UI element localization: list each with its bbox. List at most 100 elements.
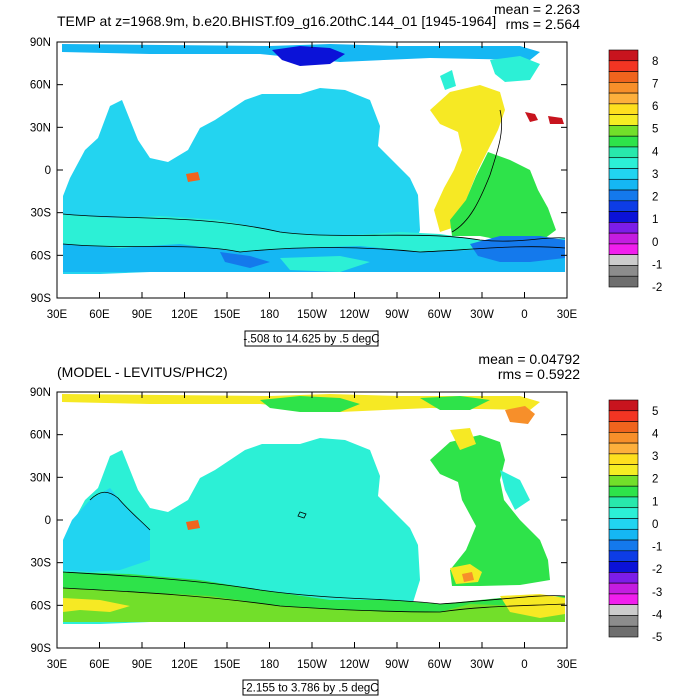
x-tick-label: 90W (385, 309, 409, 321)
colorbar-swatch (608, 550, 639, 562)
arctic-deep (272, 46, 345, 66)
panel-temp: TEMP at z=1968.9m, b.e20.BHIST.f09_g16.2… (30, 1, 662, 347)
y-tick-label: 90N (30, 37, 51, 49)
colorbar-swatch (608, 114, 639, 126)
colorbar-swatch (608, 507, 639, 519)
weddell-blue (470, 236, 565, 262)
x-tick-label: 60W (428, 659, 452, 671)
contour-line (62, 587, 566, 613)
x-tick-label: 150E (214, 309, 241, 321)
x-tick-label: 30E (557, 309, 578, 321)
x-tick-label: 90E (132, 309, 153, 321)
mean-stat: mean = 0.04792 (478, 351, 580, 367)
rms-stat: rms = 0.5922 (498, 366, 580, 382)
colorbar-swatch (608, 561, 639, 573)
colorbar-swatch (608, 265, 639, 277)
colorbar-label: -2 (652, 282, 662, 294)
x-tick-label: 30E (47, 309, 68, 321)
colorbar-swatch (608, 189, 639, 202)
colorbar-label: 1 (652, 496, 658, 508)
x-tick-label: 90W (385, 659, 409, 671)
x-tick-label: 0 (521, 659, 527, 671)
southern-light (280, 256, 370, 272)
labrador-yellow (450, 428, 476, 450)
colorbar-label: 5 (652, 406, 658, 418)
colorbar-label: 7 (652, 78, 658, 90)
contour-line (451, 109, 503, 233)
red-sea-hotspot-2 (548, 116, 564, 124)
colorbar-label: 4 (652, 428, 659, 440)
colorbar-label: 3 (652, 169, 658, 181)
range-label: -.508 to 14.625 by .5 degC (243, 334, 379, 346)
nordic-seas (490, 56, 540, 82)
x-tick-label: 30E (47, 659, 68, 671)
map-field (62, 44, 566, 274)
colorbar-label: -5 (652, 632, 662, 644)
colorbar-swatch (608, 625, 639, 638)
colorbar-swatch (608, 496, 639, 509)
colorbar-label: -4 (652, 609, 663, 621)
indian-ocean-cyan (63, 488, 150, 572)
contour-line (62, 243, 566, 253)
colorbar-label: 5 (652, 124, 658, 136)
south-atlantic-orange (462, 572, 474, 582)
x-tick-label: 90E (132, 659, 153, 671)
x-axis: 30E 60E 90E 120E 150E 180 150W 120W 90W 60W 30W 0 30… (47, 42, 578, 321)
colorbar-swatch (608, 572, 639, 584)
x-tick-label: 150W (297, 309, 327, 321)
colorbar-label: 6 (652, 101, 658, 113)
colorbar-swatch (608, 582, 639, 595)
colorbar-swatch (608, 232, 639, 245)
y-tick-label: 0 (45, 165, 51, 177)
colorbar-swatch (608, 593, 639, 605)
range-label: -2.155 to 3.786 by .5 degC (242, 683, 378, 695)
marginal-sea (440, 70, 456, 90)
x-tick-label: 180 (260, 659, 279, 671)
ross-blue (220, 252, 270, 268)
y-tick-label: 60N (30, 430, 51, 442)
y-axis: 90N 60N 30N 0 30S 60S 90S (30, 37, 567, 305)
colorbar-swatch (608, 485, 639, 498)
y-tick-label: 60S (31, 250, 52, 262)
x-tick-label: 60E (89, 659, 110, 671)
indo-hotspot (186, 520, 200, 530)
contour-line (89, 491, 151, 531)
colorbar-swatch (608, 475, 639, 487)
y-tick-label: 0 (45, 515, 51, 527)
range-box (244, 330, 379, 347)
colorbar-swatch (608, 432, 639, 444)
contour-line (297, 511, 307, 519)
y-tick-label: 30S (31, 558, 52, 570)
colorbar-swatch (608, 211, 639, 223)
colorbar-swatch (608, 71, 639, 83)
indo-hotspot (186, 172, 200, 182)
red-sea-hotspot (525, 112, 538, 122)
southern-ocean-lime (63, 588, 565, 622)
colorbar-swatch (608, 125, 639, 137)
y-tick-label: 90N (30, 387, 51, 399)
colorbar: 8 7 6 5 4 3 2 1 0 -1 -2 (608, 49, 662, 294)
y-axis: 90N 60N 30N 0 30S 60S 90S (30, 387, 567, 655)
y-tick-label: 90S (31, 293, 52, 305)
southern-yellow-w (63, 598, 130, 612)
colorbar-swatch (608, 615, 639, 627)
colorbar-swatch (608, 135, 639, 148)
x-tick-label: 120W (339, 659, 369, 671)
colorbar-swatch (608, 421, 639, 433)
x-tick-label: 30W (470, 309, 494, 321)
map-field (62, 394, 566, 624)
x-tick-label: 180 (260, 309, 279, 321)
colorbar-swatch (608, 254, 639, 266)
atlantic-ocean (430, 85, 505, 232)
colorbar-swatch (608, 399, 639, 412)
colorbar-swatch (608, 60, 639, 72)
x-tick-label: 120E (171, 659, 198, 671)
x-tick-label: 120W (339, 309, 369, 321)
y-tick-label: 60N (30, 80, 51, 92)
y-tick-label: 30N (30, 472, 51, 484)
colorbar-swatch (608, 103, 639, 115)
colorbar-swatch (608, 442, 639, 455)
atlantic-cyan (500, 470, 530, 510)
x-tick-label: 30W (470, 659, 494, 671)
